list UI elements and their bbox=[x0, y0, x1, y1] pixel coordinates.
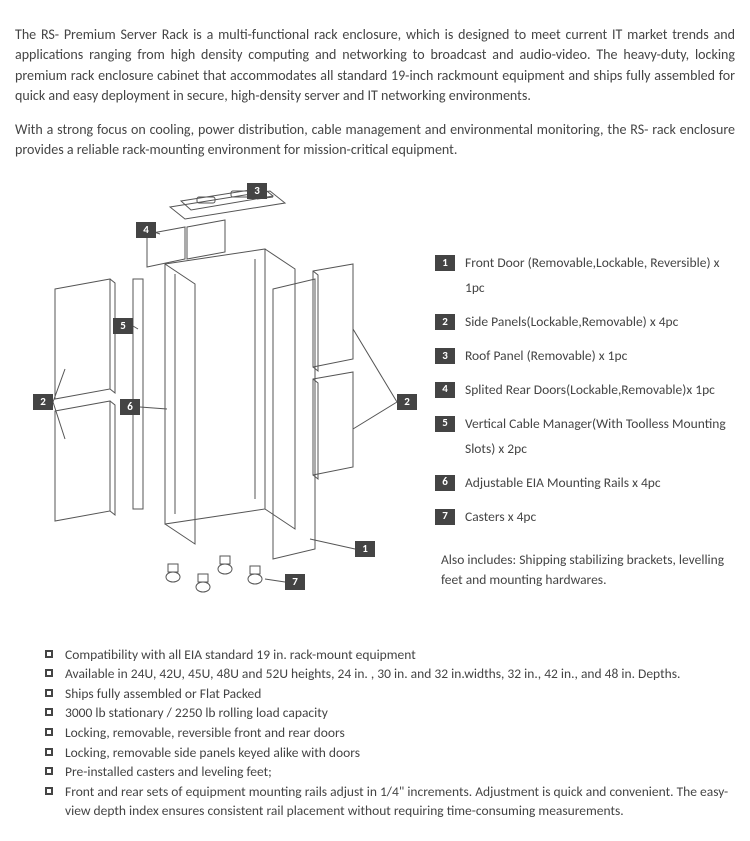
feature-item: Locking, removable, reversible front and… bbox=[45, 723, 735, 743]
part-text: Splited Rear Doors(Lockable,Removable)x … bbox=[465, 378, 735, 403]
diagram-callout-2: 2 bbox=[33, 394, 53, 410]
feature-item: Pre-installed casters and leveling feet; bbox=[45, 762, 735, 782]
part-row: 2 Side Panels(Lockable,Removable) x 4pc bbox=[435, 310, 735, 335]
square-bullet-icon bbox=[45, 708, 53, 716]
part-row: 6 Adjustable EIA Mounting Rails x 4pc bbox=[435, 471, 735, 496]
square-bullet-icon bbox=[45, 650, 53, 658]
part-text: Side Panels(Lockable,Removable) x 4pc bbox=[465, 310, 735, 335]
diagram-callout-3: 3 bbox=[247, 183, 267, 199]
square-bullet-icon bbox=[45, 787, 53, 795]
part-number-badge: 1 bbox=[435, 255, 455, 271]
part-number-badge: 7 bbox=[435, 509, 455, 525]
part-row: 7 Casters x 4pc bbox=[435, 505, 735, 530]
feature-text: Pre-installed casters and leveling feet; bbox=[65, 762, 735, 782]
feature-item: Available in 24U, 42U, 45U, 48U and 52U … bbox=[45, 664, 735, 684]
feature-item: Locking, removable side panels keyed ali… bbox=[45, 743, 735, 763]
feature-item: Front and rear sets of equipment mountin… bbox=[45, 782, 735, 821]
diagram-column: 3 4 5 2 6 2 1 7 bbox=[15, 179, 425, 609]
part-text: Front Door (Removable,Lockable, Reversib… bbox=[465, 251, 735, 301]
feature-text: Available in 24U, 42U, 45U, 48U and 52U … bbox=[65, 664, 735, 684]
feature-item: 3000 lb stationary / 2250 lb rolling loa… bbox=[45, 703, 735, 723]
feature-text: Front and rear sets of equipment mountin… bbox=[65, 782, 735, 821]
midsection: 3 4 5 2 6 2 1 7 1 Front Door (Removable,Lockable… bbox=[15, 179, 735, 609]
square-bullet-icon bbox=[45, 689, 53, 697]
part-text: Roof Panel (Removable) x 1pc bbox=[465, 344, 735, 369]
feature-item: Ships fully assembled or Flat Packed bbox=[45, 684, 735, 704]
part-row: 3 Roof Panel (Removable) x 1pc bbox=[435, 344, 735, 369]
feature-text: Compatibility with all EIA standard 19 i… bbox=[65, 645, 735, 665]
feature-list: Compatibility with all EIA standard 19 i… bbox=[15, 645, 735, 821]
part-row: 4 Splited Rear Doors(Lockable,Removable)x… bbox=[435, 378, 735, 403]
part-row: 5 Vertical Cable Manager(With Toolless Mo… bbox=[435, 412, 735, 462]
feature-item: Compatibility with all EIA standard 19 i… bbox=[45, 645, 735, 665]
feature-text: Locking, removable, reversible front and… bbox=[65, 723, 735, 743]
square-bullet-icon bbox=[45, 728, 53, 736]
diagram-callout-5: 5 bbox=[113, 318, 133, 334]
square-bullet-icon bbox=[45, 748, 53, 756]
part-text: Vertical Cable Manager(With Toolless Mou… bbox=[465, 412, 735, 462]
feature-text: Ships fully assembled or Flat Packed bbox=[65, 684, 735, 704]
diagram-callout-1: 1 bbox=[355, 541, 375, 557]
intro-paragraph-1: The RS- Premium Server Rack is a multi-f… bbox=[15, 25, 735, 106]
part-text: Casters x 4pc bbox=[465, 505, 735, 530]
also-includes-text: Also includes: Shipping stabilizing brac… bbox=[435, 550, 735, 591]
square-bullet-icon bbox=[45, 669, 53, 677]
part-number-badge: 4 bbox=[435, 382, 455, 398]
part-number-badge: 5 bbox=[435, 416, 455, 432]
feature-text: Locking, removable side panels keyed ali… bbox=[65, 743, 735, 763]
parts-list: 1 Front Door (Removable,Lockable, Reversi… bbox=[435, 179, 735, 609]
exploded-diagram: 3 4 5 2 6 2 1 7 bbox=[15, 179, 425, 609]
part-number-badge: 2 bbox=[435, 314, 455, 330]
diagram-callout-2: 2 bbox=[397, 394, 417, 410]
part-row: 1 Front Door (Removable,Lockable, Reversi… bbox=[435, 251, 735, 301]
diagram-callout-4: 4 bbox=[136, 222, 156, 238]
diagram-callout-7: 7 bbox=[285, 574, 305, 590]
part-number-badge: 3 bbox=[435, 348, 455, 364]
square-bullet-icon bbox=[45, 767, 53, 775]
part-text: Adjustable EIA Mounting Rails x 4pc bbox=[465, 471, 735, 496]
intro-paragraph-2: With a strong focus on cooling, power di… bbox=[15, 120, 735, 161]
diagram-callout-6: 6 bbox=[120, 399, 140, 415]
feature-text: 3000 lb stationary / 2250 lb rolling loa… bbox=[65, 703, 735, 723]
part-number-badge: 6 bbox=[435, 475, 455, 491]
